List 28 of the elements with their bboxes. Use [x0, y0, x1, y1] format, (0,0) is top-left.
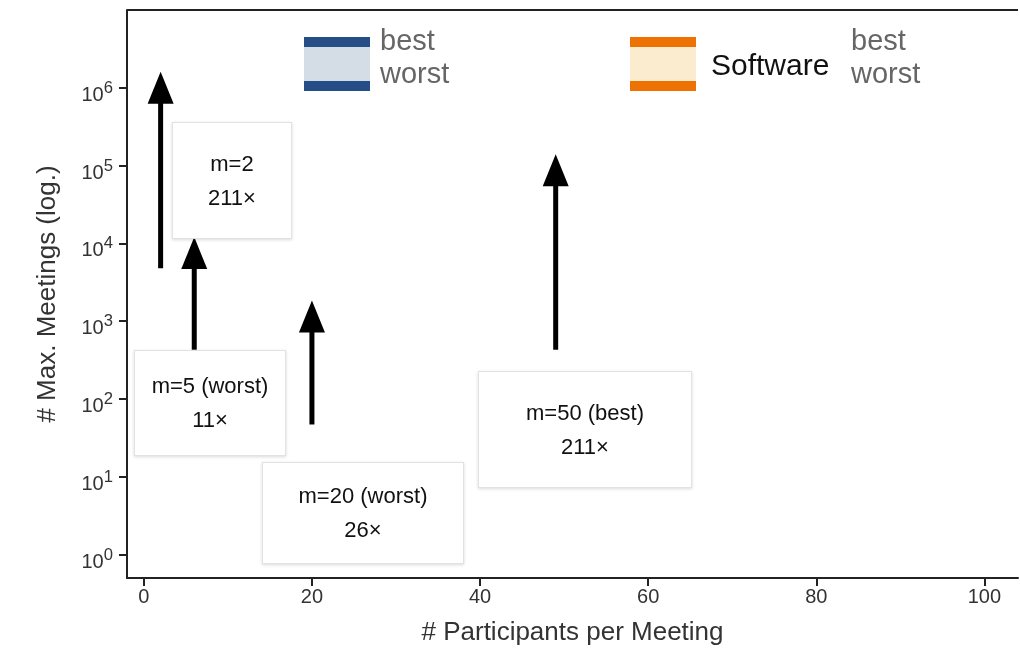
- annotation: Software: [711, 48, 830, 82]
- annotation: m=2 211×: [208, 149, 256, 212]
- annotation: m=50 (best) 211×: [526, 398, 644, 461]
- annotation: worst: [380, 57, 450, 90]
- x-axis-title: # Participants per Meeting: [421, 616, 724, 646]
- annotation: m=20 (worst) 26×: [298, 482, 428, 544]
- callout-box: m=20 (worst) 26×: [262, 462, 464, 564]
- x-tick-label: 0: [138, 585, 150, 607]
- callout-box: m=2 211×: [172, 122, 292, 239]
- y-tick-label: 10$^{0}$: [81, 543, 113, 573]
- y-tick-label: 10$^{2}$: [81, 388, 113, 417]
- annotation: best: [380, 24, 435, 57]
- x-tick-label: 60: [637, 585, 660, 607]
- y-tick-label: 10$^{5}$: [81, 154, 113, 184]
- y-axis-title: # Max. Meetings (log.): [31, 165, 61, 423]
- y-tick-label: 10$^{6}$: [81, 76, 113, 106]
- y-tick-label: 10$^{1}$: [81, 465, 113, 495]
- y-tick-label: 10$^{4}$: [81, 232, 113, 262]
- annotation: best: [851, 24, 906, 57]
- x-tick-label: 100: [967, 585, 1002, 607]
- x-tick-label: 40: [468, 585, 492, 607]
- x-tick-label: 80: [805, 585, 828, 607]
- callout-box: m=5 (worst) 11×: [134, 350, 286, 456]
- annotation: m=5 (worst) 11×: [151, 372, 269, 434]
- y-tick-label: 10$^{3}$: [81, 310, 113, 339]
- x-tick-label: 20: [300, 585, 324, 607]
- callout-box: m=50 (best) 211×: [478, 371, 692, 488]
- annotation: worst: [851, 57, 921, 90]
